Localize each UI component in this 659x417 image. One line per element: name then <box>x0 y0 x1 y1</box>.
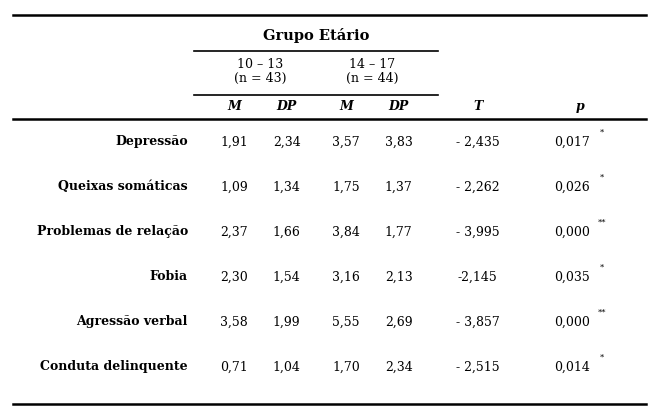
Text: **: ** <box>598 219 606 227</box>
Text: 0,026: 0,026 <box>554 180 590 193</box>
Text: Problemas de relação: Problemas de relação <box>36 225 188 239</box>
Text: Queixas somáticas: Queixas somáticas <box>58 180 188 193</box>
Text: 1,09: 1,09 <box>220 180 248 193</box>
Text: 2,13: 2,13 <box>385 270 413 284</box>
Text: Fobia: Fobia <box>150 270 188 284</box>
Text: 3,57: 3,57 <box>332 135 360 148</box>
Text: 3,58: 3,58 <box>220 315 248 329</box>
Text: - 3,995: - 3,995 <box>456 225 500 239</box>
Text: 2,37: 2,37 <box>220 225 248 239</box>
Text: Depressão: Depressão <box>115 135 188 148</box>
Text: T: T <box>473 100 482 113</box>
Text: 14 – 17: 14 – 17 <box>349 58 395 71</box>
Text: M: M <box>227 100 241 113</box>
Text: 10 – 13: 10 – 13 <box>237 58 283 71</box>
Text: *: * <box>600 173 604 182</box>
Text: DP: DP <box>277 100 297 113</box>
Text: 2,30: 2,30 <box>220 270 248 284</box>
Text: 0,014: 0,014 <box>554 360 590 374</box>
Text: 1,34: 1,34 <box>273 180 301 193</box>
Text: - 2,435: - 2,435 <box>456 135 500 148</box>
Text: 0,000: 0,000 <box>554 315 590 329</box>
Text: 5,55: 5,55 <box>332 315 360 329</box>
Text: 1,54: 1,54 <box>273 270 301 284</box>
Text: Conduta delinquente: Conduta delinquente <box>40 360 188 374</box>
Text: - 2,515: - 2,515 <box>456 360 500 374</box>
Text: 0,017: 0,017 <box>554 135 590 148</box>
Text: 1,04: 1,04 <box>273 360 301 374</box>
Text: (n = 44): (n = 44) <box>346 72 399 85</box>
Text: Agressão verbal: Agressão verbal <box>76 315 188 329</box>
Text: 2,69: 2,69 <box>385 315 413 329</box>
Text: 1,70: 1,70 <box>332 360 360 374</box>
Text: 3,83: 3,83 <box>385 135 413 148</box>
Text: p: p <box>575 100 585 113</box>
Text: - 2,262: - 2,262 <box>456 180 500 193</box>
Text: 1,77: 1,77 <box>385 225 413 239</box>
Text: -2,145: -2,145 <box>458 270 498 284</box>
Text: *: * <box>600 264 604 272</box>
Text: 3,84: 3,84 <box>332 225 360 239</box>
Text: 1,99: 1,99 <box>273 315 301 329</box>
Text: 0,71: 0,71 <box>220 360 248 374</box>
Text: 3,16: 3,16 <box>332 270 360 284</box>
Text: 2,34: 2,34 <box>273 135 301 148</box>
Text: 0,000: 0,000 <box>554 225 590 239</box>
Text: *: * <box>600 128 604 137</box>
Text: *: * <box>600 354 604 362</box>
Text: 1,91: 1,91 <box>220 135 248 148</box>
Text: M: M <box>339 100 353 113</box>
Text: 1,75: 1,75 <box>332 180 360 193</box>
Text: 1,37: 1,37 <box>385 180 413 193</box>
Text: 0,035: 0,035 <box>554 270 590 284</box>
Text: 1,66: 1,66 <box>273 225 301 239</box>
Text: (n = 43): (n = 43) <box>234 72 287 85</box>
Text: Grupo Etário: Grupo Etário <box>263 28 370 43</box>
Text: 2,34: 2,34 <box>385 360 413 374</box>
Text: - 3,857: - 3,857 <box>456 315 500 329</box>
Text: **: ** <box>598 309 606 317</box>
Text: DP: DP <box>389 100 409 113</box>
